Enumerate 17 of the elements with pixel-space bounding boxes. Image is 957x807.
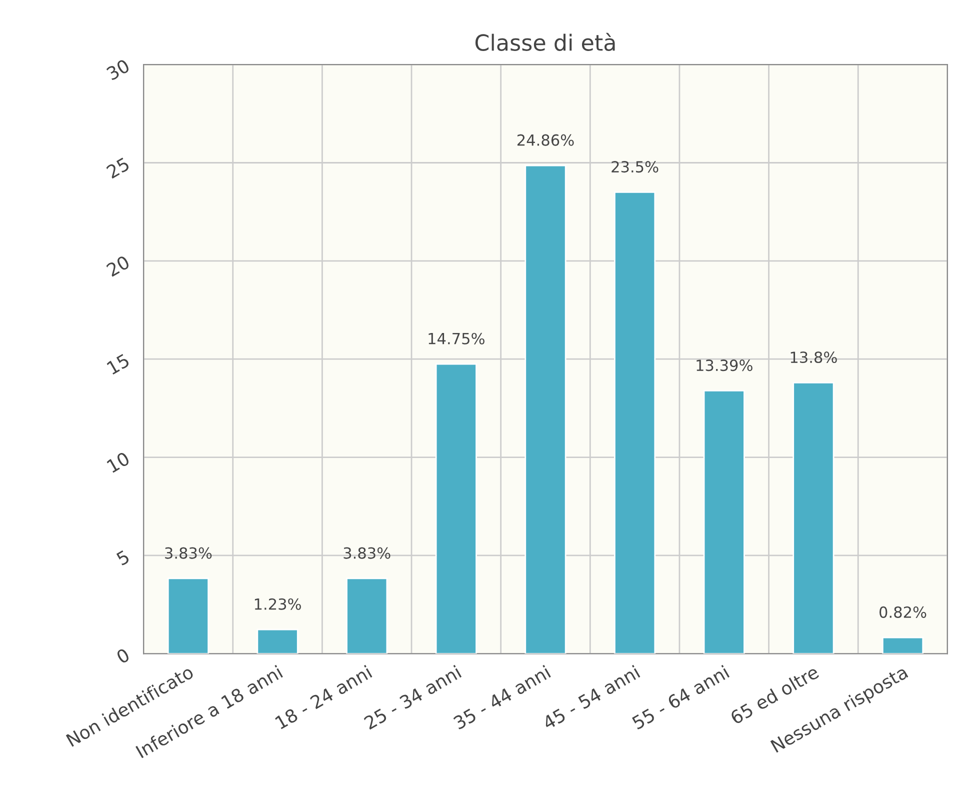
data-label: 13.8% bbox=[790, 351, 837, 364]
data-label: 3.83% bbox=[344, 547, 390, 559]
y-tick-label: 30 bbox=[106, 58, 130, 81]
y-tick-label: 10 bbox=[106, 451, 130, 474]
data-label: 14.75% bbox=[428, 332, 484, 344]
y-tick-label: 15 bbox=[106, 354, 130, 375]
data-label: 23.5% bbox=[612, 161, 658, 173]
chart-title: Classe di età bbox=[475, 32, 615, 51]
data-label: 3.83% bbox=[165, 547, 212, 559]
y-tick-label: 5 bbox=[116, 550, 130, 566]
y-tick-label: 25 bbox=[106, 156, 130, 179]
y-tick-label: 20 bbox=[106, 254, 130, 277]
data-label: 24.86% bbox=[517, 134, 574, 146]
data-label: 1.23% bbox=[254, 598, 301, 610]
y-tick-label: 0 bbox=[116, 648, 130, 664]
data-label: 0.82% bbox=[880, 606, 926, 618]
data-label: 13.39% bbox=[696, 360, 752, 372]
